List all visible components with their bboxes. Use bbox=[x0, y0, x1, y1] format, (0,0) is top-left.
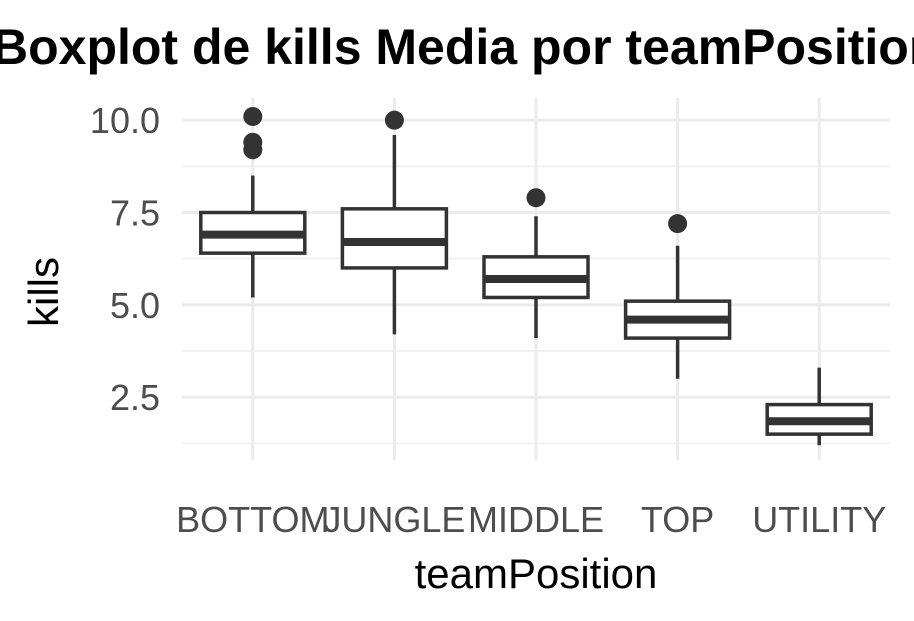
y-tick-label: 7.5 bbox=[110, 193, 160, 234]
outlier-point bbox=[668, 214, 688, 234]
box-utility bbox=[765, 367, 873, 446]
box-middle bbox=[482, 188, 590, 339]
y-axis-title: kills bbox=[20, 257, 67, 327]
outlier-point bbox=[526, 188, 546, 208]
outlier-point bbox=[243, 132, 263, 152]
outlier-point bbox=[243, 106, 263, 126]
x-tick-label: BOTTOM bbox=[176, 499, 329, 540]
x-tick-label: UTILITY bbox=[752, 499, 886, 540]
box-top bbox=[623, 214, 732, 379]
y-tick-label: 2.5 bbox=[110, 377, 160, 418]
outlier-point bbox=[384, 110, 404, 130]
x-axis-title: teamPosition bbox=[415, 550, 658, 597]
chart-title: Boxplot de kills Media por teamPosition bbox=[0, 19, 914, 75]
y-tick-label: 10.0 bbox=[90, 100, 160, 141]
boxes bbox=[199, 106, 873, 446]
box-bottom bbox=[199, 106, 307, 298]
y-tick-labels: 2.5 5.0 7.5 10.0 bbox=[90, 100, 160, 418]
y-tick-label: 5.0 bbox=[110, 285, 160, 326]
x-tick-label: MIDDLE bbox=[468, 499, 604, 540]
x-tick-label: JUNGLE bbox=[323, 499, 465, 540]
box-jungle bbox=[340, 110, 449, 335]
x-tick-label: TOP bbox=[641, 499, 714, 540]
